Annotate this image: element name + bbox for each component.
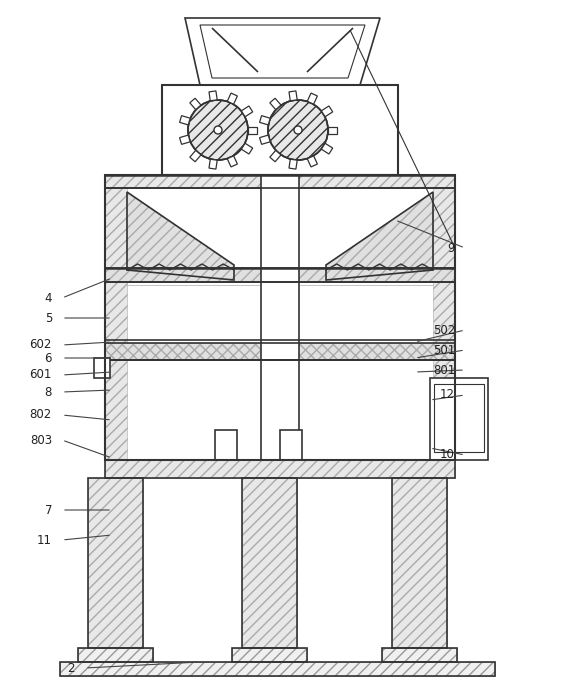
Bar (382, 648, 457, 662)
Text: 10: 10 (440, 449, 455, 462)
Text: 802: 802 (30, 409, 52, 422)
Bar (105, 460, 455, 478)
Bar (392, 478, 447, 648)
Bar (105, 460, 455, 478)
Bar (105, 175, 455, 460)
Polygon shape (248, 126, 257, 133)
Bar (60, 662, 495, 676)
Polygon shape (260, 116, 270, 125)
Polygon shape (180, 135, 190, 144)
Bar (105, 175, 455, 188)
Bar (232, 648, 307, 662)
Bar (105, 268, 455, 282)
Circle shape (294, 126, 302, 134)
Bar (280, 430, 302, 460)
Polygon shape (227, 93, 238, 104)
Bar (261, 175, 299, 460)
Text: 601: 601 (30, 369, 52, 381)
Bar (78, 648, 153, 662)
Bar (433, 175, 455, 460)
Bar (232, 648, 307, 662)
Polygon shape (180, 116, 190, 125)
Polygon shape (299, 285, 433, 345)
Bar (78, 648, 153, 662)
Polygon shape (185, 18, 380, 85)
Polygon shape (321, 143, 333, 154)
Text: 2: 2 (67, 662, 75, 675)
Circle shape (268, 100, 328, 160)
Bar (242, 478, 297, 648)
Text: 11: 11 (37, 534, 52, 547)
Text: 803: 803 (30, 434, 52, 447)
Text: 7: 7 (45, 503, 52, 517)
Bar (392, 478, 447, 648)
Bar (88, 478, 143, 648)
Text: 602: 602 (30, 339, 52, 352)
Polygon shape (200, 25, 365, 78)
Polygon shape (242, 143, 253, 154)
Polygon shape (289, 91, 297, 101)
Text: 5: 5 (45, 311, 52, 324)
Bar (105, 175, 455, 460)
Polygon shape (270, 150, 281, 162)
Polygon shape (307, 93, 317, 104)
Text: 501: 501 (433, 343, 455, 356)
Polygon shape (260, 135, 270, 144)
Polygon shape (289, 159, 297, 169)
Text: 9: 9 (448, 241, 455, 254)
Bar (94, 358, 110, 378)
Polygon shape (190, 98, 201, 109)
Bar (434, 384, 484, 452)
Circle shape (188, 100, 248, 160)
Bar (60, 662, 495, 676)
Polygon shape (190, 150, 201, 162)
Polygon shape (127, 192, 234, 280)
Bar (382, 648, 457, 662)
Text: 12: 12 (440, 388, 455, 401)
Bar (105, 343, 455, 360)
Text: 6: 6 (45, 352, 52, 364)
Polygon shape (209, 91, 217, 101)
Polygon shape (209, 159, 217, 169)
Polygon shape (227, 156, 238, 167)
Bar (105, 343, 455, 360)
Text: 502: 502 (433, 324, 455, 337)
Bar (105, 175, 127, 460)
Text: 4: 4 (45, 292, 52, 305)
Bar (242, 478, 297, 648)
Polygon shape (326, 192, 433, 280)
Bar (215, 430, 237, 460)
Text: 8: 8 (45, 386, 52, 398)
Polygon shape (127, 285, 261, 345)
Polygon shape (242, 106, 253, 117)
Text: 801: 801 (433, 364, 455, 377)
Bar (433, 175, 455, 460)
Bar (162, 85, 398, 175)
Polygon shape (328, 126, 337, 133)
Polygon shape (321, 106, 333, 117)
Bar (105, 268, 455, 282)
Bar (105, 175, 455, 188)
Circle shape (214, 126, 222, 134)
Polygon shape (307, 156, 317, 167)
Bar (105, 175, 127, 460)
Bar (88, 478, 143, 648)
Bar (430, 378, 488, 460)
Polygon shape (270, 98, 281, 109)
